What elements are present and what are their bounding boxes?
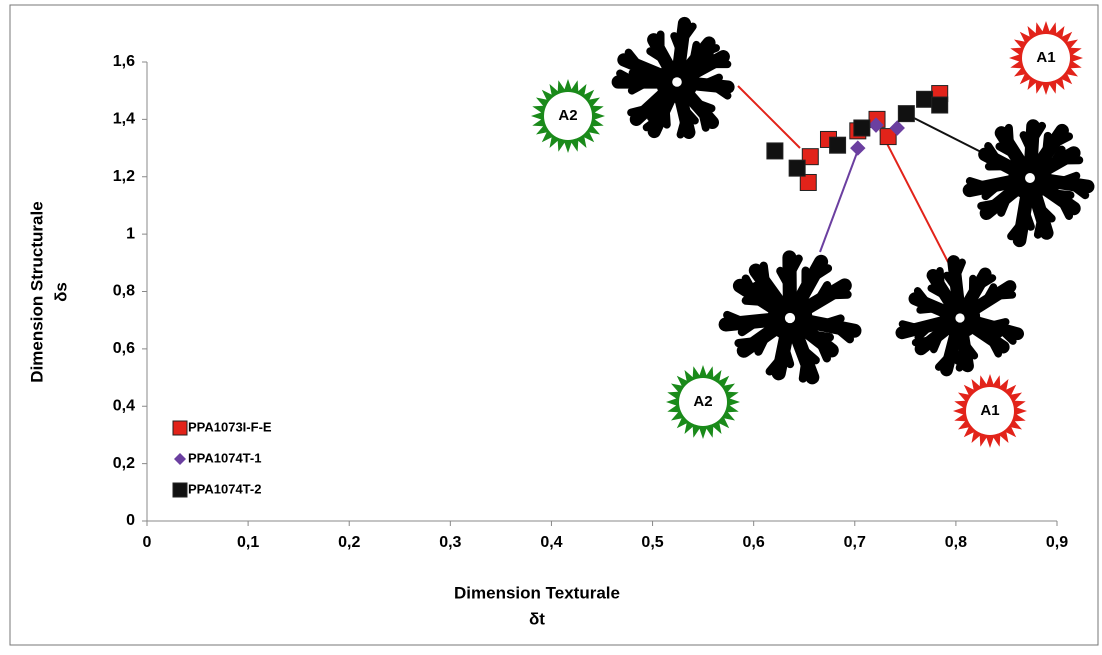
x-tick-label: 0,7 [844, 534, 866, 551]
legend-label: PPA1074T-1 [188, 450, 261, 465]
x-tick-label: 0,8 [945, 534, 967, 551]
x-axis-subtitle: δt [529, 609, 545, 628]
point [854, 120, 870, 136]
dendrite-hole [955, 313, 964, 322]
dendrite-hole [1025, 173, 1035, 183]
x-tick-label: 0 [143, 534, 152, 551]
point [789, 160, 805, 176]
dendrite-branch [764, 266, 766, 285]
y-axis-subtitle: δs [51, 282, 70, 302]
legend-marker [173, 421, 187, 435]
dendrite-branch [1052, 193, 1070, 195]
y-tick-label: 0,8 [113, 283, 135, 300]
x-tick-label: 0,3 [439, 534, 461, 551]
y-tick-label: 0 [126, 512, 135, 529]
point [932, 97, 948, 113]
dendrite-branch [1038, 216, 1042, 234]
dendrite-branch [982, 333, 999, 335]
x-tick-label: 0,9 [1046, 534, 1068, 551]
dendrite-branch [822, 319, 840, 325]
point [917, 91, 933, 107]
dendrite-branch [981, 203, 999, 206]
dendrite-branch [681, 117, 686, 134]
y-tick-label: 1 [126, 225, 135, 242]
dendrite-branch [828, 295, 847, 296]
annotation: A2 [693, 393, 712, 410]
legend-label: PPA1074T-2 [188, 481, 261, 496]
y-tick-label: 1,2 [113, 168, 135, 185]
dendrite-branch [666, 107, 667, 125]
y-tick-label: 1,6 [113, 53, 135, 70]
annotation: A2 [558, 107, 577, 124]
x-axis-title: Dimension Texturale [454, 583, 620, 602]
dendrite-branch [746, 301, 765, 302]
x-tick-label: 0,5 [641, 534, 663, 551]
y-tick-label: 1,4 [113, 111, 135, 128]
x-tick-label: 0,4 [540, 534, 562, 551]
annotation: A1 [980, 402, 999, 419]
dendrite-branch [633, 71, 651, 73]
point [767, 143, 783, 159]
x-tick-label: 0,6 [743, 534, 765, 551]
dendrite-branch [902, 324, 919, 328]
dendrite-branch [953, 344, 957, 361]
point [898, 106, 914, 122]
x-tick-label: 0,2 [338, 534, 360, 551]
dendrite-branch [631, 108, 648, 112]
y-axis-title: Dimension Structurale [27, 201, 46, 382]
legend-marker [173, 483, 187, 497]
point [800, 174, 816, 190]
x-tick-label: 0,1 [237, 534, 259, 551]
dendrite-branch [739, 341, 758, 343]
dendrite-branch [803, 360, 806, 379]
legend-label: PPA1073I-F-E [188, 419, 272, 434]
y-tick-label: 0,6 [113, 340, 135, 357]
annotation: A1 [1036, 49, 1055, 66]
y-tick-label: 0,2 [113, 455, 135, 472]
dendrite-branch [1046, 136, 1048, 155]
dendrite-branch [1009, 128, 1010, 147]
y-tick-label: 0,4 [113, 397, 135, 414]
dendrite-branch [702, 110, 706, 128]
dendrite-branch [940, 271, 941, 288]
dendrite-hole [785, 313, 795, 323]
dendrite-branch [920, 308, 937, 310]
dendrite-hole [672, 77, 682, 87]
dendrite-branch [995, 295, 1012, 296]
dendrite-branch [970, 181, 988, 186]
dendrite-branch [989, 322, 1006, 326]
point [830, 137, 846, 153]
